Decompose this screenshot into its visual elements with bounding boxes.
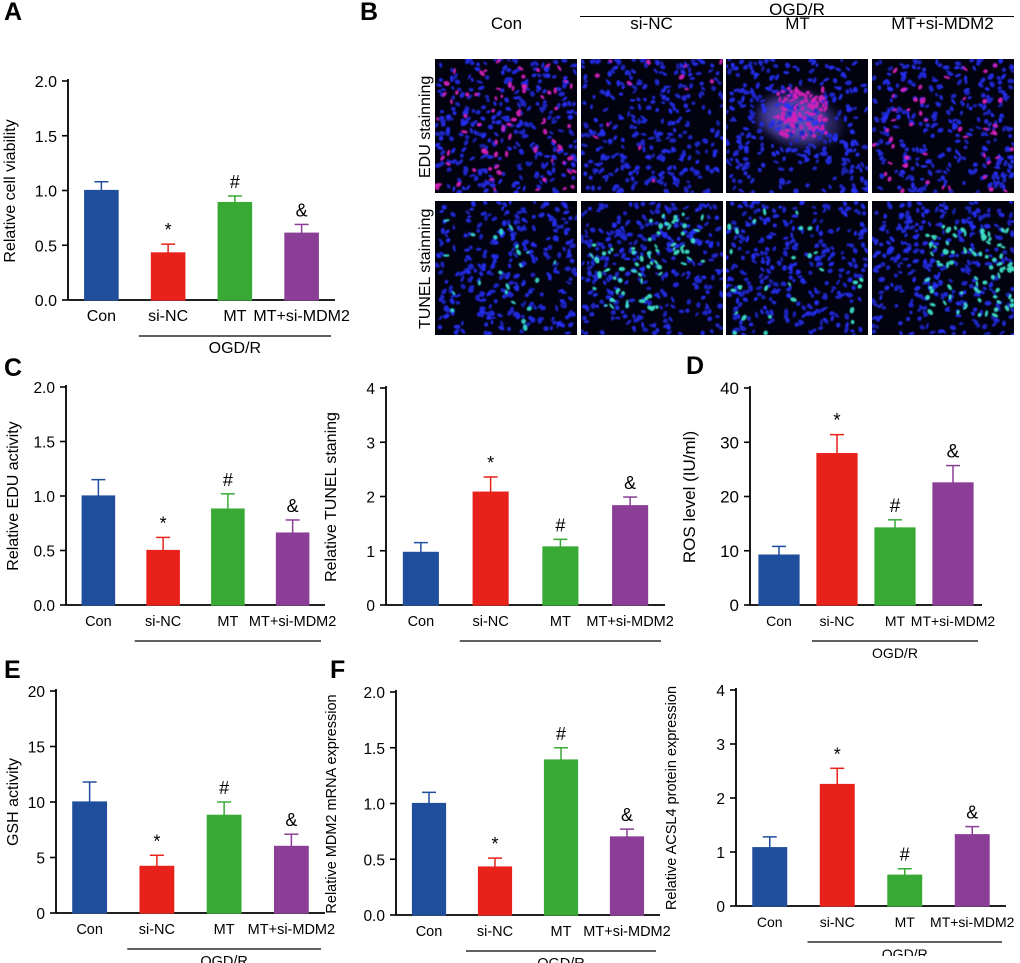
svg-text:si-NC: si-NC [148,308,188,325]
svg-text:10: 10 [28,795,46,812]
svg-text:&: & [296,200,308,220]
svg-text:0.5: 0.5 [363,852,385,869]
svg-text:15: 15 [28,740,45,757]
svg-text:si-NC: si-NC [477,924,513,940]
svg-text:MT+si-MDM2: MT+si-MDM2 [911,613,996,629]
svg-text:&: & [285,810,297,830]
svg-text:#: # [900,845,910,865]
svg-text:OGD/R: OGD/R [882,946,928,956]
svg-text:2.0: 2.0 [33,380,55,397]
svg-text:OGD/R: OGD/R [872,645,918,658]
svg-text:MT: MT [217,614,238,630]
svg-text:MT+si-MDM2: MT+si-MDM2 [930,914,1015,930]
svg-text:0: 0 [36,906,45,923]
svg-text:#: # [556,724,566,744]
svg-text:MT: MT [551,924,572,940]
svg-text:&: & [966,803,978,823]
svg-text:MT+si-MDM2: MT+si-MDM2 [248,922,335,938]
svg-text:Con: Con [757,914,783,930]
svg-text:2.0: 2.0 [35,74,57,91]
svg-text:&: & [624,473,636,493]
svg-text:4: 4 [366,381,375,398]
svg-text:1.0: 1.0 [363,797,385,814]
svg-text:1.5: 1.5 [35,129,57,146]
svg-text:*: * [165,220,172,240]
svg-text:si-NC: si-NC [145,614,181,630]
svg-text:OGD/R: OGD/R [200,954,248,963]
svg-text:#: # [230,172,240,192]
svg-text:si-NC: si-NC [473,614,509,630]
svg-text:*: * [834,744,841,764]
svg-text:si-NC: si-NC [820,914,855,930]
svg-text:OGD/R: OGD/R [537,956,585,963]
svg-text:1.0: 1.0 [35,184,57,201]
svg-text:0.5: 0.5 [33,544,55,561]
svg-text:1.5: 1.5 [33,435,55,452]
svg-text:MT+si-MDM2: MT+si-MDM2 [249,614,336,630]
svg-text:#: # [555,515,565,535]
svg-text:2: 2 [716,791,725,808]
svg-text:5: 5 [36,851,45,868]
svg-text:#: # [890,496,901,517]
svg-text:1.0: 1.0 [33,489,55,506]
svg-text:*: * [153,831,160,851]
svg-text:MT: MT [885,613,906,629]
svg-text:2: 2 [366,490,375,507]
svg-text:#: # [223,470,233,490]
svg-text:MT+si-MDM2: MT+si-MDM2 [586,614,673,630]
svg-text:4: 4 [716,683,725,700]
svg-text:*: * [491,834,498,854]
svg-text:MT: MT [895,914,916,930]
svg-text:3: 3 [366,435,375,452]
svg-text:MT: MT [214,922,235,938]
svg-text:#: # [219,778,229,798]
svg-text:Con: Con [87,308,116,325]
svg-text:1.5: 1.5 [363,741,385,758]
svg-text:10: 10 [720,542,739,561]
svg-text:MT: MT [550,614,571,630]
svg-text:&: & [621,805,633,825]
svg-text:&: & [947,442,960,463]
svg-text:1: 1 [716,845,725,862]
svg-text:20: 20 [720,488,739,507]
svg-text:40: 40 [720,379,739,398]
svg-text:2.0: 2.0 [363,685,385,702]
svg-text:&: & [287,496,299,516]
svg-text:0.0: 0.0 [33,598,55,615]
svg-text:0: 0 [366,598,375,615]
svg-text:MT: MT [223,308,246,325]
svg-text:si-NC: si-NC [820,613,855,629]
svg-text:OGD/R: OGD/R [209,340,261,353]
svg-text:20: 20 [28,684,46,701]
svg-text:3: 3 [716,737,725,754]
svg-text:si-NC: si-NC [139,922,175,938]
svg-text:0: 0 [730,596,739,615]
svg-text:Con: Con [76,922,103,938]
svg-text:MT+si-MDM2: MT+si-MDM2 [583,924,670,940]
svg-text:*: * [833,411,841,432]
svg-text:0.0: 0.0 [363,908,385,925]
svg-text:0.5: 0.5 [35,238,57,255]
svg-text:MT+si-MDM2: MT+si-MDM2 [253,308,350,325]
svg-text:30: 30 [720,433,739,452]
svg-text:1: 1 [366,544,375,561]
svg-text:Con: Con [766,613,792,629]
svg-text:0: 0 [716,899,725,916]
svg-text:Con: Con [408,614,435,630]
svg-text:Con: Con [416,924,443,940]
svg-text:0.0: 0.0 [35,293,57,310]
svg-text:*: * [160,513,167,533]
svg-text:*: * [487,453,494,473]
svg-text:Con: Con [85,614,112,630]
